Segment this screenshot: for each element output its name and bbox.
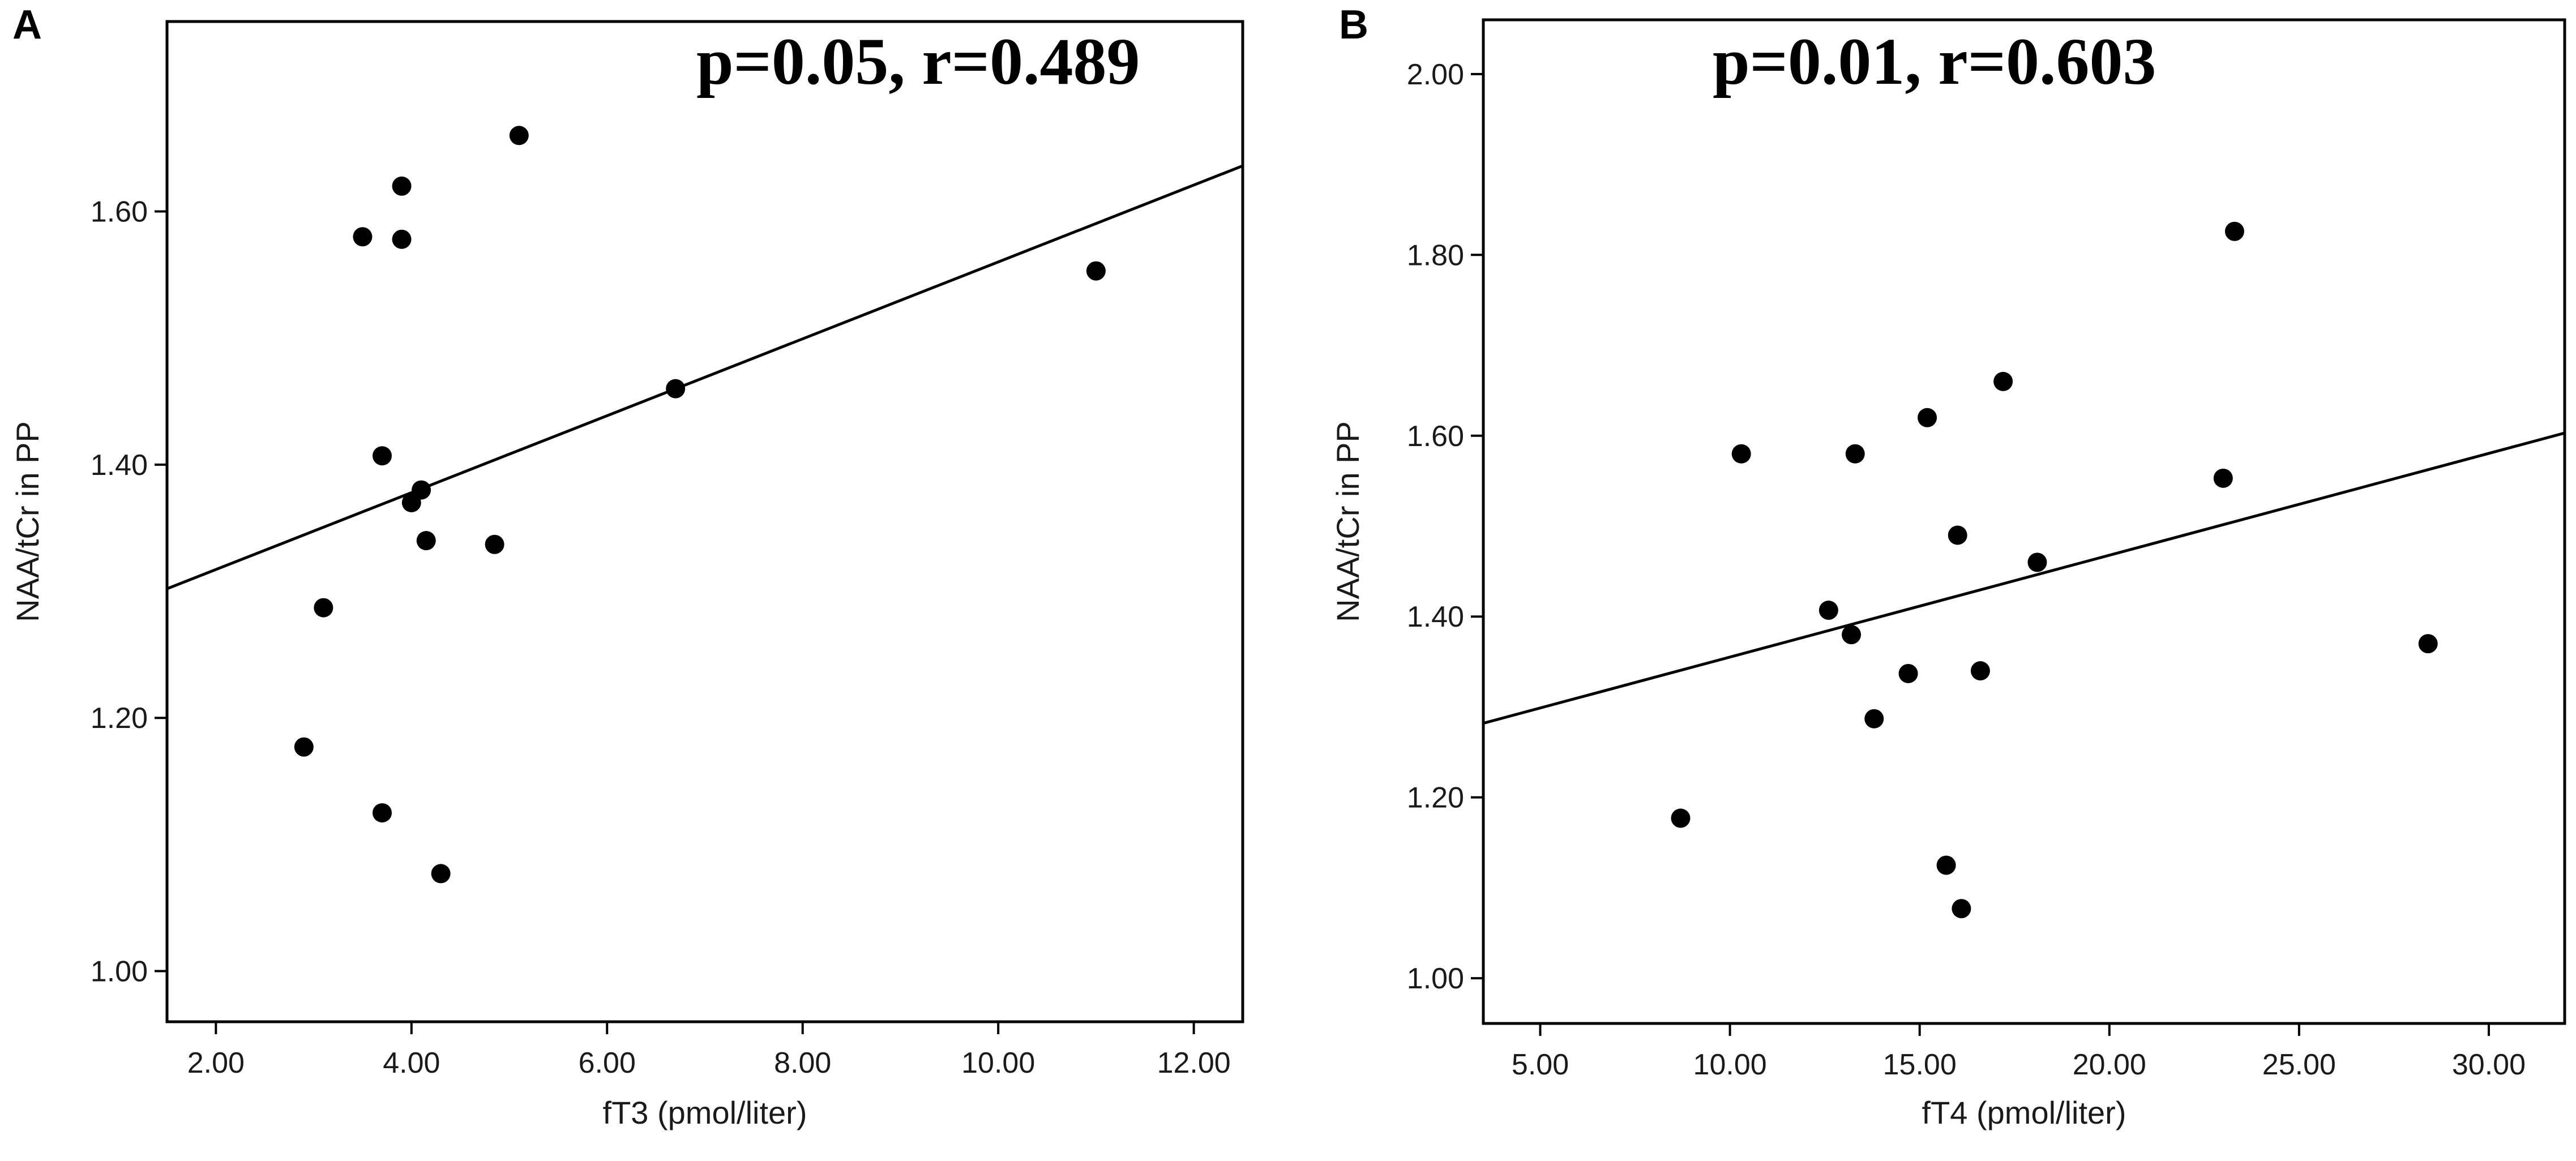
y-tick-label-b: 2.00 <box>1407 58 1464 91</box>
y-tick-label-b: 1.60 <box>1407 420 1464 453</box>
x-tick-label-a: 10.00 <box>961 1047 1035 1079</box>
x-tick-label-b: 20.00 <box>2073 1048 2146 1081</box>
panel-b: B 1.00 1.20 1.40 1.60 1.80 2.00 5.00 10.00 15.00 2… <box>1330 2 2566 1130</box>
plot-frame-b <box>1482 18 2566 1025</box>
data-point-b <box>1948 525 1967 545</box>
y-tick-label-a: 1.00 <box>91 956 148 988</box>
data-point-a <box>314 598 333 618</box>
x-tick-label-a: 6.00 <box>579 1047 636 1079</box>
x-tick-label-b: 5.00 <box>1512 1048 1569 1081</box>
data-point-a <box>392 229 412 249</box>
y-tick-label-b: 1.80 <box>1407 239 1464 272</box>
data-point-a <box>416 531 436 551</box>
data-point-b <box>1970 661 1990 681</box>
data-point-b <box>1898 663 1918 683</box>
y-tick-label-b: 1.20 <box>1407 782 1464 815</box>
data-point-a <box>509 126 529 145</box>
data-point-b <box>2027 552 2047 572</box>
data-point-a <box>294 737 314 757</box>
stat-annotation-a: p=0.05, r=0.489 <box>696 24 1140 98</box>
data-point-b <box>1993 371 2013 391</box>
plot-frame-a <box>165 20 1244 1023</box>
x-tick-label-a: 12.00 <box>1157 1047 1231 1079</box>
data-point-b <box>1952 899 1971 919</box>
x-tick-label-b: 15.00 <box>1883 1048 1957 1081</box>
data-point-b <box>1936 855 1956 875</box>
data-point-b <box>2418 634 2438 654</box>
data-point-a <box>392 176 412 196</box>
y-tick-label-a: 1.20 <box>91 702 148 735</box>
data-point-b <box>1845 444 1865 464</box>
x-tick-label-b: 25.00 <box>2262 1048 2336 1081</box>
panel-letter-a: A <box>12 2 42 48</box>
x-axis-title-a: fT3 (pmol/liter) <box>603 1095 807 1130</box>
y-tick-label-a: 1.60 <box>91 196 148 229</box>
y-tick-label-b: 1.00 <box>1407 962 1464 995</box>
data-point-a <box>373 803 392 822</box>
regression-line-b <box>1483 431 2565 725</box>
data-point-b <box>2224 221 2244 241</box>
data-point-a <box>1086 261 1106 281</box>
data-point-a <box>373 446 392 466</box>
data-point-b <box>1671 808 1691 828</box>
data-point-b <box>1731 444 1751 464</box>
regression-line-a <box>166 164 1243 590</box>
data-point-b <box>1842 625 1862 645</box>
data-point-b <box>1818 601 1838 620</box>
x-axis-title-b: fT4 (pmol/liter) <box>1922 1095 2126 1130</box>
y-axis-title-b: NAA/tCr in PP <box>1330 421 1366 622</box>
panel-a: A 1.00 1.20 1.40 1.60 2.00 4.00 6.00 8.00 10.00 12… <box>10 2 1244 1130</box>
panel-letter-b: B <box>1339 2 1368 48</box>
x-tick-label-a: 2.00 <box>187 1047 245 1079</box>
data-point-a <box>401 492 421 512</box>
data-point-b <box>1918 408 1937 427</box>
x-tick-label-a: 4.00 <box>383 1047 440 1079</box>
stat-annotation-b: p=0.01, r=0.603 <box>1713 24 2156 98</box>
data-point-a <box>353 227 373 247</box>
data-point-a <box>666 379 686 399</box>
x-tick-label-b: 10.00 <box>1693 1048 1767 1081</box>
x-tick-label-a: 8.00 <box>774 1047 831 1079</box>
x-tick-label-b: 30.00 <box>2452 1048 2526 1081</box>
data-point-b <box>2213 468 2233 488</box>
data-point-a <box>431 864 451 884</box>
y-tick-label-b: 1.40 <box>1407 601 1464 633</box>
data-point-b <box>1864 709 1884 729</box>
data-point-a <box>485 534 504 554</box>
y-tick-label-a: 1.40 <box>91 449 148 482</box>
y-axis-title-a: NAA/tCr in PP <box>10 421 45 622</box>
